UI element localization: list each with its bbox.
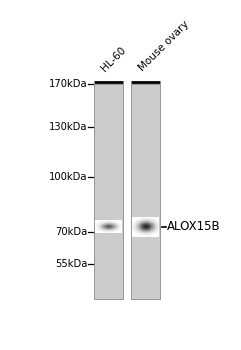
Bar: [94, 84, 123, 299]
Text: 170kDa: 170kDa: [48, 79, 87, 89]
Text: HL-60: HL-60: [100, 44, 128, 73]
Text: 55kDa: 55kDa: [55, 259, 87, 270]
Text: 70kDa: 70kDa: [55, 227, 87, 237]
Bar: [131, 84, 161, 299]
Text: ALOX15B: ALOX15B: [167, 220, 221, 233]
Text: Mouse ovary: Mouse ovary: [137, 19, 191, 73]
Text: 130kDa: 130kDa: [49, 122, 87, 132]
Text: 100kDa: 100kDa: [49, 172, 87, 182]
